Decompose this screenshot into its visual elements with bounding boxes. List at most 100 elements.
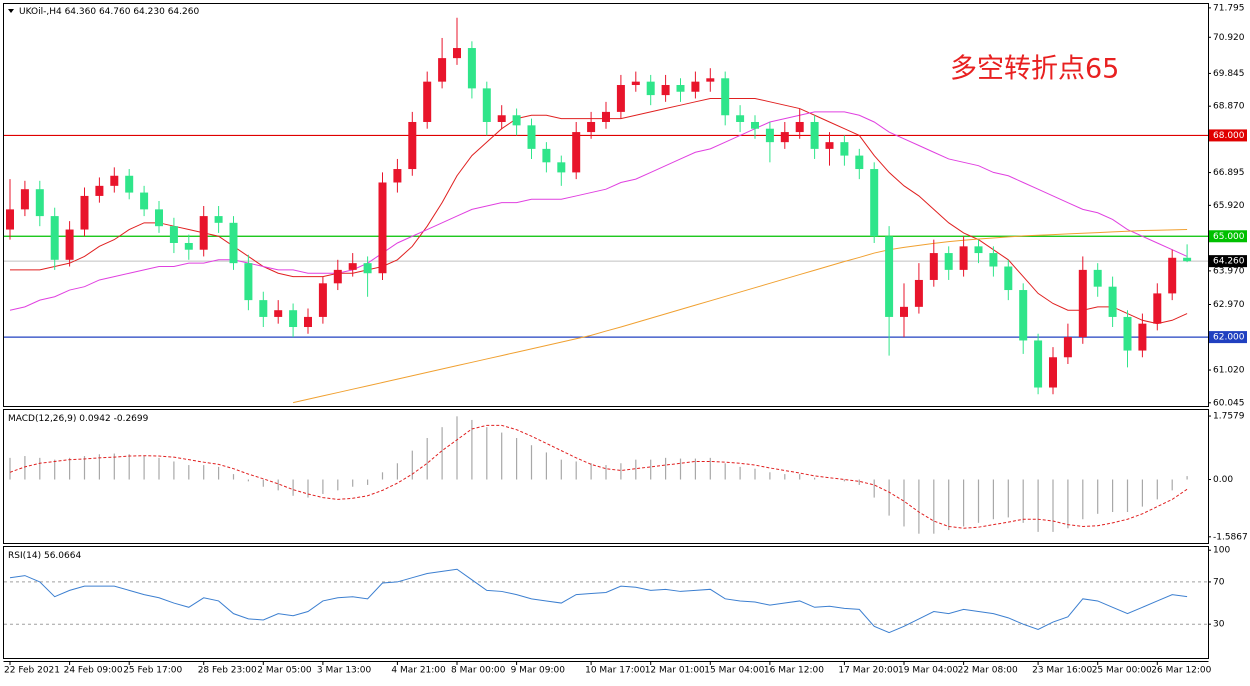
- close-value: 64.260: [168, 7, 200, 17]
- y-tick-label: 65.920: [1213, 201, 1245, 211]
- level-label-box: [1209, 230, 1247, 243]
- y-tick-label: 61.020: [1213, 366, 1245, 376]
- header-marker: [8, 9, 14, 13]
- moving-average: [292, 229, 1188, 404]
- candle-body: [855, 155, 864, 170]
- candle-body: [1093, 269, 1102, 287]
- candle-body: [1183, 257, 1192, 262]
- candle-body: [616, 85, 625, 112]
- x-tick-label: 12 Mar 01:00: [645, 666, 705, 676]
- candle-body: [214, 216, 223, 223]
- candle-body: [140, 192, 149, 210]
- y-tick-label: 66.895: [1213, 168, 1245, 178]
- candle-body: [527, 125, 536, 149]
- x-tick-label: 8 Mar 00:00: [451, 666, 506, 676]
- x-tick-label: 15 Mar 04:00: [704, 666, 764, 676]
- y-tick-label: 30: [1213, 620, 1225, 630]
- candle-body: [1138, 323, 1147, 351]
- y-tick-label: 70.920: [1213, 33, 1245, 43]
- x-tick-label: 23 Mar 16:00: [1032, 666, 1092, 676]
- candle-body: [691, 81, 700, 92]
- candle-body: [259, 300, 268, 317]
- candle-body: [721, 78, 730, 116]
- x-tick-label: 3 Mar 13:00: [317, 666, 372, 676]
- candle-body: [155, 209, 163, 227]
- candle-body: [602, 111, 610, 122]
- y-tick-label: 71.795: [1213, 3, 1245, 13]
- level-label: 62.000: [1213, 333, 1245, 343]
- rsi-title: RSI(14): [8, 551, 41, 561]
- candle-body: [1034, 340, 1043, 388]
- candle-body: [244, 263, 253, 301]
- candle-body: [80, 195, 89, 230]
- x-tick-label: 26 Mar 12:00: [1151, 666, 1211, 676]
- x-tick-label: 25 Feb 17:00: [123, 666, 182, 676]
- candle-body: [229, 222, 238, 264]
- candle-body: [706, 78, 715, 82]
- level-label: 68.000: [1213, 131, 1245, 141]
- candle-body: [1078, 269, 1087, 338]
- candle-body: [333, 269, 342, 284]
- candle-body: [20, 189, 29, 210]
- x-tick-label: 16 Mar 12:00: [764, 666, 824, 676]
- annotation: 多空转折点65: [950, 54, 1119, 85]
- candle-body: [423, 81, 432, 122]
- candle-body: [1019, 290, 1028, 341]
- symbol: UKOil-,H4: [19, 7, 62, 17]
- candle-body: [95, 185, 104, 196]
- candle-body: [929, 253, 938, 280]
- candle-body: [944, 253, 953, 270]
- candle-body: [1153, 293, 1162, 324]
- high-value: 64.760: [99, 7, 131, 17]
- level-label: 65.000: [1213, 232, 1245, 242]
- x-tick-label: 9 Mar 09:00: [511, 666, 566, 676]
- candle-body: [363, 263, 372, 274]
- candle-body: [780, 132, 789, 143]
- candle-body: [348, 263, 357, 270]
- x-tick-label: 25 Mar 00:00: [1092, 666, 1152, 676]
- x-tick-label: 17 Mar 20:00: [838, 666, 898, 676]
- candle-body: [393, 169, 402, 183]
- candle-body: [870, 169, 879, 237]
- rsi-panel: [3, 546, 1209, 659]
- candle-body: [1108, 286, 1117, 317]
- candle-body: [572, 132, 581, 173]
- macd-panel: [3, 409, 1209, 544]
- price-label: 64.260: [1213, 257, 1245, 267]
- candle-body: [959, 246, 968, 270]
- candle-body: [35, 189, 44, 217]
- y-tick-label: 1.7579: [1213, 412, 1245, 422]
- candle-body: [274, 310, 283, 317]
- candle-body: [199, 216, 208, 250]
- level-label-box: [1209, 331, 1247, 344]
- candle-body: [646, 81, 655, 96]
- candle-body: [482, 88, 491, 122]
- candle-body: [289, 310, 298, 328]
- candle-body: [631, 81, 640, 86]
- x-tick-label: 4 Mar 21:00: [391, 666, 446, 676]
- y-tick-label: 62.970: [1213, 300, 1245, 310]
- candle-body: [825, 142, 834, 149]
- candle-body: [676, 85, 685, 92]
- x-tick-label: 22 Mar 08:00: [958, 666, 1018, 676]
- candle-body: [110, 175, 119, 186]
- candle-body: [453, 48, 461, 59]
- macd-title: MACD(12,26,9): [8, 414, 76, 424]
- x-tick-label: 2 Mar 05:00: [257, 666, 312, 676]
- candle-body: [542, 148, 551, 163]
- candle-body: [900, 306, 908, 317]
- candle-body: [1049, 357, 1057, 388]
- candle-body: [840, 142, 849, 156]
- level-label-box: [1209, 129, 1247, 142]
- candle-body: [378, 182, 387, 274]
- y-tick-label: 70: [1213, 577, 1225, 587]
- y-tick-label: 0.00: [1213, 475, 1233, 485]
- candle-body: [318, 283, 327, 317]
- candle-body: [974, 246, 983, 254]
- candle-body: [765, 128, 774, 143]
- signal-line: [9, 424, 1188, 529]
- candle-body: [512, 115, 521, 126]
- open-value: 64.360: [65, 7, 97, 17]
